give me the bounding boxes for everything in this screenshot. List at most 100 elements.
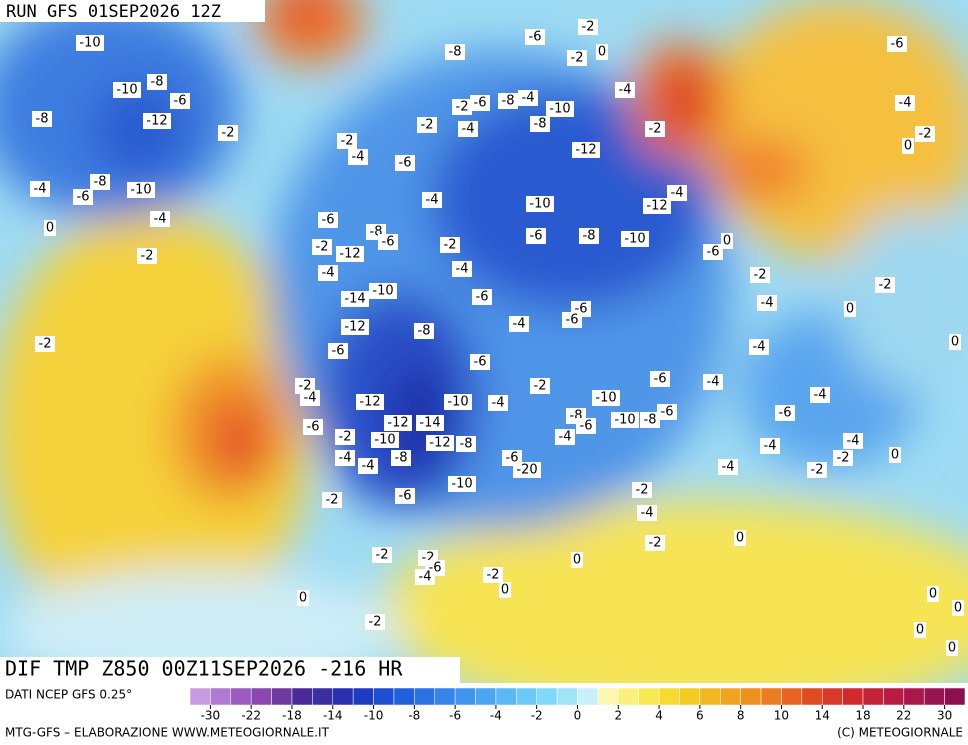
colorbar-swatch <box>781 687 803 706</box>
contour-label: -4 <box>641 506 654 521</box>
contour-label: -2 <box>919 127 932 142</box>
contour-label: -2 <box>444 238 457 253</box>
contour-label: -2 <box>837 451 850 466</box>
contour-label: -6 <box>77 190 90 205</box>
contour-label: 0 <box>573 553 581 568</box>
label-box <box>335 429 355 445</box>
colorbar-label: -2 <box>531 709 543 723</box>
label-box <box>337 133 357 149</box>
label-box <box>384 415 412 431</box>
contour-label: -2 <box>341 134 354 149</box>
contour-label: -12 <box>429 436 450 451</box>
contour-label: -8 <box>449 45 462 60</box>
contour-label: -12 <box>146 114 167 129</box>
colorbar-swatch <box>475 687 497 706</box>
label-box <box>546 101 574 117</box>
contour-label: -8 <box>395 451 408 466</box>
colorbar-swatch <box>699 687 721 706</box>
label-box <box>927 586 939 602</box>
contour-label: -10 <box>79 36 100 51</box>
label-box <box>952 600 964 616</box>
contour-label: -2 <box>316 240 329 255</box>
colorbar-label: 8 <box>737 709 745 723</box>
label-box <box>757 295 777 311</box>
contour-label: -10 <box>624 232 645 247</box>
colorbar-swatch <box>679 687 701 706</box>
contour-label: 0 <box>954 601 962 616</box>
label-box <box>875 277 895 293</box>
colorbar-swatch <box>210 687 232 706</box>
contour-label: -10 <box>529 197 550 212</box>
label-box <box>90 174 110 190</box>
label-box <box>456 436 476 452</box>
label-box <box>328 343 348 359</box>
colorbar-label: -4 <box>490 709 502 723</box>
colorbar-swatch <box>312 687 334 706</box>
contour-label: 0 <box>501 583 509 598</box>
label-box <box>378 234 398 250</box>
contour-label: 0 <box>951 335 959 350</box>
colorbar-swatch <box>597 687 619 706</box>
contour-label: 0 <box>904 139 912 154</box>
label-box <box>555 429 575 445</box>
colorbar-label: 22 <box>896 709 911 723</box>
label-box <box>567 50 587 66</box>
colorbar-swatch <box>393 687 415 706</box>
contour-label: -4 <box>419 570 432 585</box>
label-box <box>336 246 364 262</box>
contour-label: -6 <box>474 355 487 370</box>
label-box <box>303 419 323 435</box>
colorbar-label: 0 <box>574 709 582 723</box>
label-box <box>356 394 384 410</box>
contour-label: -4 <box>522 91 535 106</box>
label-box <box>422 192 442 208</box>
contour-label: -4 <box>352 150 365 165</box>
contour-label: -8 <box>502 94 515 109</box>
colorbar-swatch <box>944 687 966 706</box>
colorbar-label: 18 <box>855 709 870 723</box>
contour-label: -10 <box>614 413 635 428</box>
label-box <box>417 117 437 133</box>
contour-label: -6 <box>891 37 904 52</box>
contour-label: -6 <box>779 406 792 421</box>
contour-label: -6 <box>566 313 579 328</box>
label-box <box>525 29 545 45</box>
label-box <box>513 462 541 478</box>
label-box <box>170 93 190 109</box>
label-box <box>318 265 338 281</box>
contour-label: -6 <box>530 229 543 244</box>
label-box <box>526 228 546 244</box>
colorbar-swatch <box>556 687 578 706</box>
contour-label: -4 <box>362 459 375 474</box>
contour-label: 0 <box>46 221 54 236</box>
contour-label: -6 <box>474 96 487 111</box>
colorbar-swatch <box>291 687 313 706</box>
label-box <box>30 181 50 197</box>
contour-label: -2 <box>326 493 339 508</box>
colorbar-label: 6 <box>696 709 704 723</box>
label-box <box>335 450 355 466</box>
label-box <box>703 244 723 260</box>
header-box <box>0 0 265 22</box>
colorbar-swatch <box>923 687 945 706</box>
contour-label: -4 <box>426 193 439 208</box>
label-box <box>718 459 738 475</box>
label-box <box>470 354 490 370</box>
contour-label: 0 <box>723 234 731 249</box>
contour-label: -4 <box>753 340 766 355</box>
label-box <box>358 458 378 474</box>
contour-label: -2 <box>649 122 662 137</box>
colorbar-swatch <box>434 687 456 706</box>
contour-label: -2 <box>339 430 352 445</box>
contour-label: -4 <box>462 122 475 137</box>
contour-label: -4 <box>34 182 47 197</box>
contour-label: -2 <box>754 268 767 283</box>
contour-label: -8 <box>418 324 431 339</box>
contour-label: -6 <box>529 30 542 45</box>
contour-label: -12 <box>575 143 596 158</box>
colorbar-swatch <box>720 687 741 706</box>
contour-label: -12 <box>339 247 360 262</box>
label-box <box>562 312 582 328</box>
label-box <box>645 121 665 137</box>
